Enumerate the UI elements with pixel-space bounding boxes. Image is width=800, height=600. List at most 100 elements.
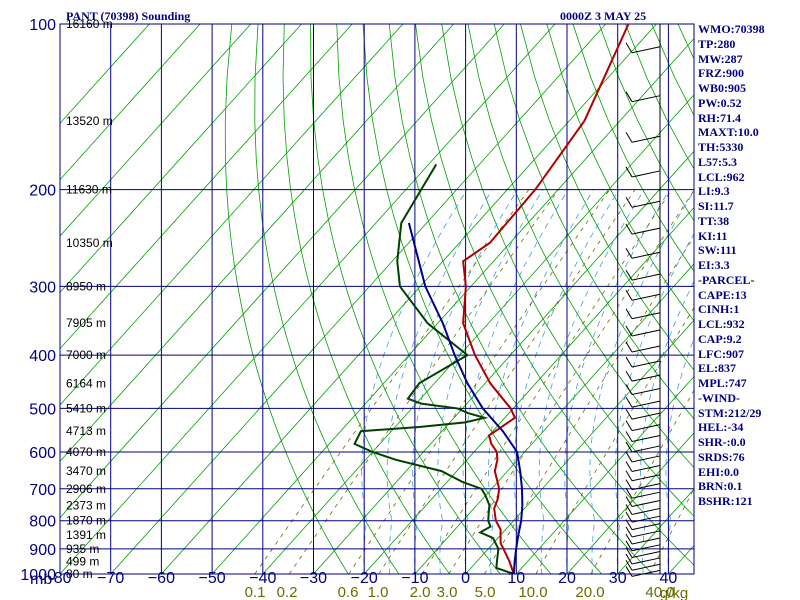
height-label: 16160 m — [66, 17, 113, 31]
index-item: -PARCEL- — [698, 272, 755, 287]
index-item: RH:71.4 — [698, 110, 741, 125]
dry-adiabat — [783, 24, 800, 586]
height-label: 13520 m — [66, 114, 113, 128]
index-item: LFC:907 — [698, 346, 744, 361]
wind-barb — [631, 424, 661, 432]
mixing-ratio-line — [378, 189, 636, 574]
temperature-tick-label: 0 — [461, 570, 470, 587]
wind-barb — [631, 465, 661, 473]
pressure-tick-label: 700 — [29, 482, 56, 499]
height-label: 4713 m — [66, 424, 106, 438]
temperature-tick-label: 40 — [660, 570, 678, 587]
index-item: STM:212/29 — [698, 405, 762, 420]
dry-adiabat — [388, 24, 653, 574]
pressure-tick-labels: 100 200 300 400 500 600 700 800 900 1000 — [20, 17, 56, 584]
wind-barb — [631, 170, 661, 178]
temperature-tick-label: 20 — [558, 570, 576, 587]
wind-barb-feather — [625, 496, 633, 507]
temperature-tick-label: −50 — [199, 570, 226, 587]
wind-barb — [631, 273, 661, 281]
temperature-tick-label: 30 — [609, 570, 627, 587]
mixing-ratio-line — [421, 189, 673, 574]
height-labels: 16160 m 13520 m 11630 m 10350 m 8950 m 7905 m… — [66, 17, 113, 581]
stability-indices-panel: WMO:70398 TP:280 MW:287 FRZ:900 WB0:905 PW:0.… — [698, 22, 765, 509]
index-item: TP:280 — [698, 36, 736, 51]
wind-barb-feather — [625, 42, 633, 54]
wind-barb-feather — [625, 487, 633, 499]
index-item: HEL:-34 — [698, 420, 744, 435]
wind-barb-feather — [625, 247, 633, 259]
dewpoint-line — [353, 163, 515, 574]
index-item: WMO:70398 — [698, 22, 765, 36]
dry-adiabat — [546, 24, 694, 322]
wind-barb — [631, 491, 661, 499]
wind-barb — [631, 523, 661, 531]
temperature-tick-label: −70 — [97, 570, 124, 587]
dry-adiabat — [282, 24, 451, 574]
wind-barb-feather — [625, 547, 633, 558]
dry-adiabat — [336, 24, 552, 574]
wind-barb-feather — [625, 470, 633, 482]
wind-barb — [631, 227, 661, 235]
wind-barb — [631, 499, 661, 507]
wind-barb — [631, 135, 661, 143]
wind-barb — [631, 474, 661, 482]
mixing-ratio-tick-label: 5.0 — [475, 584, 496, 600]
index-item: TH:5330 — [698, 140, 744, 154]
mixing-ratio-tick-labels: 0.1 0.2 0.6 1.0 2.0 3.0 5.0 10.0 20.0 40.0 — [245, 584, 675, 600]
wind-barb-feather — [625, 308, 633, 320]
wind-barb — [631, 412, 661, 420]
mixing-ratio-tick-label: 20.0 — [575, 584, 604, 600]
wind-barb — [631, 530, 661, 538]
index-item: SW:111 — [698, 243, 737, 258]
wind-barb — [631, 544, 661, 552]
wind-barbs — [625, 24, 661, 577]
observation-time: 0000Z 3 MAY 25 — [560, 9, 646, 23]
wind-barb-feather — [625, 289, 633, 301]
moist-adiabat — [386, 189, 493, 574]
vertical-gridlines — [59, 23, 695, 575]
mixing-ratio-tick-label: 0.6 — [338, 584, 359, 600]
wind-barb-feather — [625, 533, 633, 545]
index-item: BSHR:121 — [698, 494, 753, 508]
pressure-tick-label: 1000 — [20, 567, 56, 584]
wind-barb — [631, 515, 661, 523]
temperature-line — [462, 24, 630, 574]
wind-barb — [631, 483, 661, 491]
wind-barb-feather — [625, 269, 633, 281]
temperature-tick-label: −60 — [148, 570, 175, 587]
pressure-tick-label: 300 — [29, 279, 56, 296]
index-item: CAPE:13 — [698, 287, 747, 302]
wind-barb-feather — [625, 384, 633, 395]
mixing-ratio-tick-label: 40.0 — [645, 584, 674, 600]
index-item: LI:9.3 — [698, 184, 730, 199]
mixing-ratio-tick-label: 1.0 — [368, 584, 389, 600]
wind-barb-feather — [625, 223, 633, 235]
index-item: BRN:0.1 — [698, 479, 743, 494]
chart-title: PANT (70398) Sounding — [66, 9, 190, 23]
index-item: SHR-:0.0 — [698, 435, 746, 449]
height-label: 7905 m — [66, 316, 106, 330]
wind-barb-feather — [625, 559, 633, 571]
mixing-ratio-tick-label: 2.0 — [410, 584, 431, 600]
isotherm — [60, 24, 353, 350]
mixing-ratio-line — [649, 488, 694, 574]
dry-adiabat — [362, 24, 603, 574]
wind-barb — [631, 537, 661, 545]
moist-adiabat — [589, 190, 694, 574]
index-item: CAP:9.2 — [698, 331, 742, 346]
dry-adiabat — [572, 24, 694, 272]
plot-frame — [59, 23, 695, 575]
wind-barb — [631, 569, 661, 577]
wind-barb — [631, 445, 661, 453]
wind-barb — [631, 550, 661, 558]
index-item: FRZ:900 — [698, 66, 744, 81]
wind-barb-feather — [625, 408, 633, 420]
pressure-tick-label: 800 — [29, 514, 56, 531]
index-item: MW:287 — [698, 51, 743, 66]
index-item: SRDS:76 — [698, 449, 745, 464]
height-label: 80 m — [66, 567, 93, 581]
dry-adiabats — [224, 24, 800, 586]
wind-barb-feather — [625, 396, 633, 408]
wind-barb-feather — [625, 553, 633, 565]
